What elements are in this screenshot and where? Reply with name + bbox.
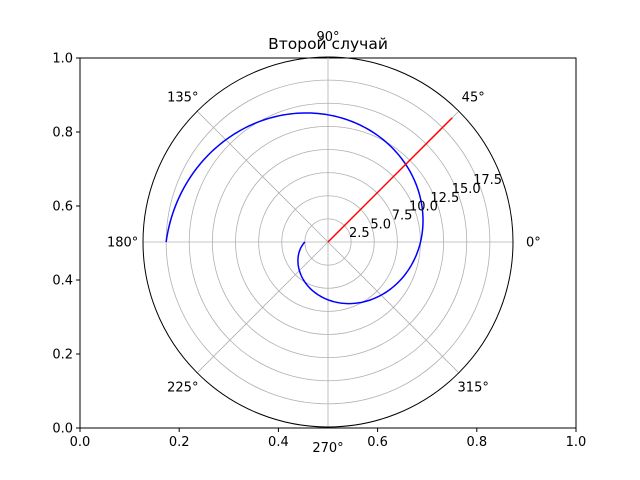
angular-grid-line	[196, 241, 329, 374]
angular-tick-label: 0°	[526, 236, 541, 251]
radial-tick-label: 5.0	[370, 217, 391, 232]
x-tick-label: 0.0	[70, 435, 91, 450]
angular-tick-label: 180°	[107, 236, 138, 251]
red-ray-line	[327, 117, 453, 243]
y-tick-label: 1.0	[52, 52, 73, 67]
radial-tick-label: 15.0	[452, 182, 481, 197]
angular-grid-line	[196, 110, 329, 243]
y-tick-group: 0.0 0.2 0.4 0.6 0.8 1.0	[52, 52, 80, 437]
radial-tick-label: 12.5	[430, 191, 459, 206]
radial-tick-labels: 2.55.07.510.012.515.017.5	[349, 173, 502, 241]
x-tick-label: 0.8	[466, 435, 487, 450]
angular-tick-label: 225°	[167, 381, 198, 396]
y-tick-label: 0.6	[52, 200, 73, 215]
polar-outer-boundary	[142, 56, 514, 428]
angular-tick-label: 90°	[316, 30, 339, 45]
x-tick-group: 0.0 0.2 0.4 0.6 0.8 1.0	[70, 428, 587, 450]
cartesian-axes: 0.0 0.2 0.4 0.6 0.8 1.0 0.0 0.2 0.4 0.6 0.8 1.0	[52, 52, 586, 451]
x-tick-label: 0.6	[367, 435, 388, 450]
radial-tick-label: 17.5	[473, 173, 502, 188]
y-tick-label: 0.0	[52, 422, 73, 437]
angular-tick-label: 45°	[462, 90, 485, 105]
series-layer	[165, 112, 453, 305]
chart-title: Второй случай	[268, 35, 388, 53]
y-tick-label: 0.2	[52, 348, 73, 363]
radial-tick-label: 2.5	[349, 226, 370, 241]
angular-grid-line	[327, 241, 460, 374]
polar-axes: 2.55.07.510.012.515.017.5 0° 45° 90° 135° 18…	[107, 30, 541, 456]
angular-tick-label: 315°	[458, 381, 489, 396]
angular-tick-labels: 0° 45° 90° 135° 180° 225° 270° 315°	[107, 30, 541, 456]
x-tick-label: 0.2	[169, 435, 190, 450]
x-tick-label: 1.0	[566, 435, 587, 450]
radial-tick-label: 10.0	[409, 200, 438, 215]
y-tick-label: 0.8	[52, 126, 73, 141]
radial-tick-label: 7.5	[392, 208, 413, 223]
angular-tick-label: 270°	[312, 441, 343, 456]
x-tick-label: 0.4	[268, 435, 289, 450]
blue-spiral-line	[165, 112, 424, 305]
angular-tick-label: 135°	[167, 90, 198, 105]
y-tick-label: 0.4	[52, 274, 73, 289]
